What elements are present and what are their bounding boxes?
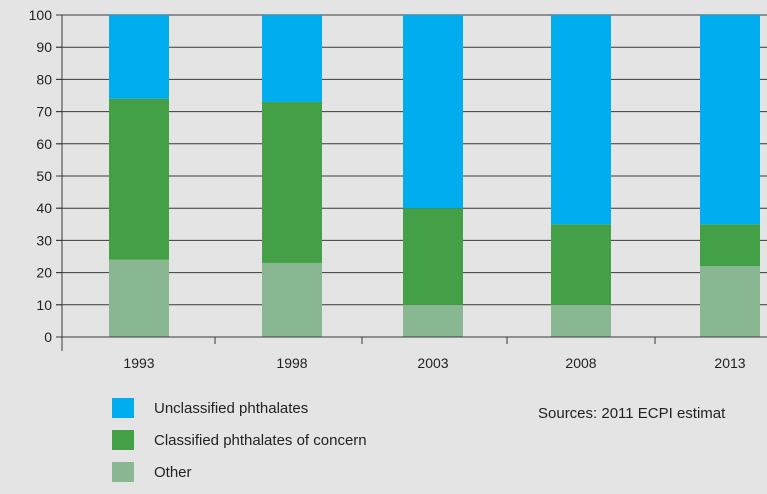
x-tick-label: 1993 bbox=[123, 355, 154, 371]
bar-segment bbox=[262, 262, 322, 337]
y-axis: 0 10 20 30 40 50 60 70 80 90 100 bbox=[29, 7, 62, 345]
legend-item-other: Other bbox=[112, 462, 367, 482]
bar-segment bbox=[109, 15, 169, 99]
legend: Unclassified phthalates Classified phtha… bbox=[112, 398, 367, 494]
bar-segment bbox=[403, 15, 463, 209]
bar-segment bbox=[700, 15, 760, 225]
bar-segment bbox=[109, 259, 169, 337]
legend-swatch-classified bbox=[112, 430, 134, 450]
legend-label-other: Other bbox=[154, 463, 192, 481]
bar-segment bbox=[109, 98, 169, 260]
y-tick-label: 30 bbox=[36, 232, 52, 248]
x-tick-label: 2003 bbox=[417, 355, 448, 371]
x-tick-label: 2008 bbox=[565, 355, 596, 371]
x-tick-label: 1998 bbox=[276, 355, 307, 371]
bar-segment bbox=[262, 15, 322, 102]
legend-label-unclassified: Unclassified phthalates bbox=[154, 399, 309, 417]
bars bbox=[109, 15, 760, 337]
x-tick-label: 2013 bbox=[714, 355, 745, 371]
legend-label-classified: Classified phthalates of concern bbox=[154, 431, 367, 449]
legend-swatch-unclassified bbox=[112, 398, 134, 418]
y-tick-label: 70 bbox=[36, 104, 52, 120]
bar-segment bbox=[262, 101, 322, 263]
y-tick-label: 10 bbox=[36, 297, 52, 313]
stacked-bar-chart: 0 10 20 30 40 50 60 70 80 90 100 1993 1998 2003 2008 2… bbox=[29, 7, 767, 371]
bar-segment bbox=[403, 304, 463, 337]
y-tick-label: 80 bbox=[36, 71, 52, 87]
bar-segment bbox=[700, 266, 760, 337]
bar-segment bbox=[551, 15, 611, 225]
y-tick-label: 40 bbox=[36, 200, 52, 216]
source-note: Sources: 2011 ECPI estimat bbox=[538, 405, 726, 422]
bar-segment bbox=[551, 224, 611, 305]
y-tick-label: 0 bbox=[44, 329, 52, 345]
bar-segment bbox=[551, 304, 611, 337]
bar-segment bbox=[403, 208, 463, 305]
y-tick-label: 50 bbox=[36, 168, 52, 184]
legend-swatch-other bbox=[112, 462, 134, 482]
y-tick-label: 20 bbox=[36, 265, 52, 281]
y-tick-label: 90 bbox=[36, 39, 52, 55]
legend-item-unclassified: Unclassified phthalates bbox=[112, 398, 367, 418]
y-tick-label: 100 bbox=[29, 7, 53, 23]
bar-segment bbox=[700, 224, 760, 267]
y-tick-label: 60 bbox=[36, 136, 52, 152]
x-axis: 1993 1998 2003 2008 2013 bbox=[56, 15, 767, 371]
legend-item-classified: Classified phthalates of concern bbox=[112, 430, 367, 450]
